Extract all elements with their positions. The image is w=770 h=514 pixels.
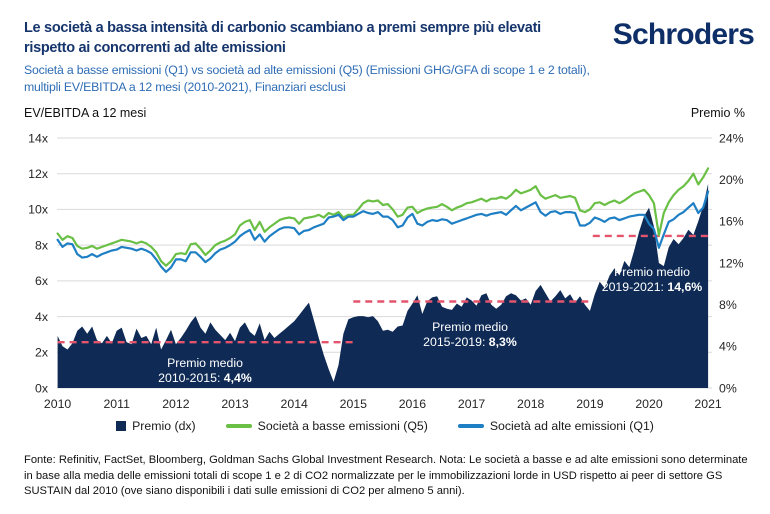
left-axis-tick: 2x: [35, 346, 49, 360]
year-label: 2015: [340, 397, 368, 411]
year-label: 2014: [281, 397, 309, 411]
year-label: 2021: [694, 397, 722, 411]
year-label: 2012: [162, 397, 190, 411]
year-label: 2010: [44, 397, 72, 411]
right-axis-tick: 24%: [719, 131, 744, 145]
annotation-line1: Premio medio: [614, 265, 690, 279]
premium-area: [57, 183, 709, 388]
chart-subtitle-line1: Società a basse emissioni (Q1) vs societ…: [24, 63, 590, 77]
legend-label-high-emissions: Società ad alte emissioni (Q1): [489, 419, 654, 433]
right-axis-title: Premio %: [690, 106, 745, 120]
year-label: 2019: [576, 397, 604, 411]
annotation-line2: 2015-2019: 8,3%: [423, 335, 517, 349]
year-label: 2016: [399, 397, 427, 411]
year-label: 2017: [458, 397, 486, 411]
annotation-line2: 2010-2015: 4,4%: [158, 371, 252, 385]
left-axis-tick: 10x: [28, 203, 49, 217]
left-axis-tick: 6x: [35, 274, 49, 288]
legend-label-low-emissions: Società a basse emissioni (Q5): [257, 419, 428, 433]
low-emissions-line: [56, 167, 710, 267]
right-axis-tick: 0%: [719, 381, 737, 395]
left-axis-title: EV/EBITDA a 12 mesi: [24, 106, 147, 120]
year-label: 2020: [635, 397, 663, 411]
chart-legend: Premio (dx) Società a basse emissioni (Q…: [0, 419, 770, 433]
left-axis-tick: 0x: [35, 381, 49, 395]
page-title: Le società a bassa intensità di carbonio…: [24, 18, 624, 58]
high-emissions-swatch: [457, 424, 484, 428]
left-axis-tick: 8x: [35, 238, 49, 252]
page-title-line2: rispetto ai concorrenti ad alte emission…: [24, 40, 286, 56]
legend-item-low-emissions: Società a basse emissioni (Q5): [225, 419, 428, 433]
schroders-logo: Schroders: [612, 18, 755, 51]
left-axis-tick: 14x: [28, 131, 49, 145]
chart-subtitle: Società a basse emissioni (Q1) vs societ…: [24, 62, 764, 96]
chart-subtitle-line2: multipli EV/EBITDA a 12 mesi (2010-2021)…: [24, 80, 346, 94]
page-title-line1: Le società a bassa intensità di carbonio…: [24, 20, 541, 36]
legend-item-premium: Premio (dx): [116, 419, 196, 433]
annotation-line2: 2019-2021: 14,6%: [602, 280, 703, 294]
right-axis-tick: 8%: [719, 298, 737, 312]
source-note: Fonte: Refinitiv, FactSet, Bloomberg, Go…: [24, 454, 748, 497]
year-label: 2013: [221, 397, 249, 411]
year-label: 2011: [103, 397, 130, 411]
legend-item-high-emissions: Società ad alte emissioni (Q1): [457, 419, 654, 433]
right-axis-tick: 12%: [719, 256, 744, 270]
high-emissions-line: [56, 190, 710, 273]
low-emissions-swatch: [225, 424, 252, 428]
right-axis-tick: 20%: [719, 173, 744, 187]
left-axis-tick: 4x: [35, 310, 49, 324]
year-label: 2018: [517, 397, 545, 411]
annotation-line1: Premio medio: [432, 320, 508, 334]
left-axis-tick: 12x: [28, 167, 49, 181]
legend-label-premium: Premio (dx): [132, 419, 196, 433]
right-axis-tick: 16%: [719, 215, 744, 229]
premium-swatch: [116, 421, 127, 431]
annotation-line1: Premio medio: [167, 356, 243, 370]
right-axis-tick: 4%: [719, 340, 737, 354]
